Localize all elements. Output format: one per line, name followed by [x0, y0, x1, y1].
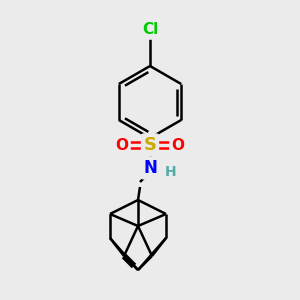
Text: N: N: [143, 159, 157, 177]
Text: O: O: [116, 137, 128, 152]
Text: O: O: [172, 137, 184, 152]
Text: H: H: [165, 165, 177, 179]
Text: Cl: Cl: [142, 22, 158, 38]
Text: S: S: [143, 136, 157, 154]
